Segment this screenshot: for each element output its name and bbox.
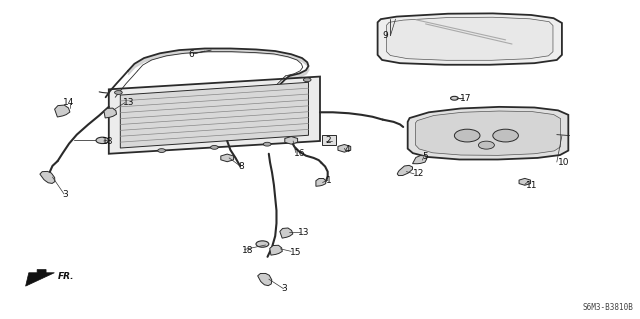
FancyBboxPatch shape [322, 135, 336, 145]
Polygon shape [280, 228, 293, 238]
Text: FR.: FR. [58, 272, 74, 281]
Text: S6M3-B3810B: S6M3-B3810B [583, 303, 634, 312]
Polygon shape [104, 108, 116, 118]
Circle shape [256, 241, 269, 247]
Text: 3: 3 [282, 284, 287, 293]
Text: 14: 14 [63, 98, 74, 107]
Text: 10: 10 [558, 158, 570, 167]
Polygon shape [26, 270, 54, 286]
Circle shape [451, 96, 458, 100]
Polygon shape [387, 17, 553, 60]
Circle shape [303, 78, 311, 82]
Polygon shape [415, 111, 561, 155]
Polygon shape [109, 77, 320, 154]
Polygon shape [221, 154, 234, 162]
Text: 3: 3 [63, 190, 68, 199]
Polygon shape [408, 107, 568, 160]
Text: 15: 15 [290, 248, 301, 256]
Polygon shape [316, 179, 326, 186]
Polygon shape [338, 145, 351, 152]
Text: 4: 4 [344, 145, 350, 154]
Polygon shape [54, 105, 70, 117]
Polygon shape [40, 171, 55, 183]
Circle shape [96, 137, 109, 144]
Polygon shape [378, 13, 562, 65]
Polygon shape [519, 178, 531, 185]
Polygon shape [269, 245, 282, 255]
Ellipse shape [479, 141, 495, 149]
Text: 18: 18 [242, 246, 253, 255]
Text: 8: 8 [239, 162, 244, 171]
Polygon shape [120, 82, 308, 148]
Text: 12: 12 [413, 169, 424, 178]
Text: 2: 2 [325, 136, 331, 145]
Text: 13: 13 [123, 98, 134, 107]
Ellipse shape [454, 129, 480, 142]
Text: 6: 6 [189, 50, 195, 59]
Text: 18: 18 [102, 137, 114, 146]
Circle shape [157, 149, 165, 152]
Circle shape [264, 142, 271, 146]
Polygon shape [258, 273, 272, 286]
Text: 9: 9 [383, 31, 388, 40]
Circle shape [211, 145, 218, 149]
Text: 13: 13 [298, 228, 309, 237]
Text: 16: 16 [294, 149, 306, 158]
Polygon shape [285, 137, 298, 144]
Circle shape [115, 91, 122, 94]
Polygon shape [397, 165, 413, 175]
Text: 11: 11 [526, 181, 538, 189]
Text: 1: 1 [326, 176, 332, 185]
Text: 5: 5 [422, 152, 428, 161]
Ellipse shape [493, 129, 518, 142]
Text: 17: 17 [460, 94, 471, 103]
Polygon shape [413, 155, 427, 164]
